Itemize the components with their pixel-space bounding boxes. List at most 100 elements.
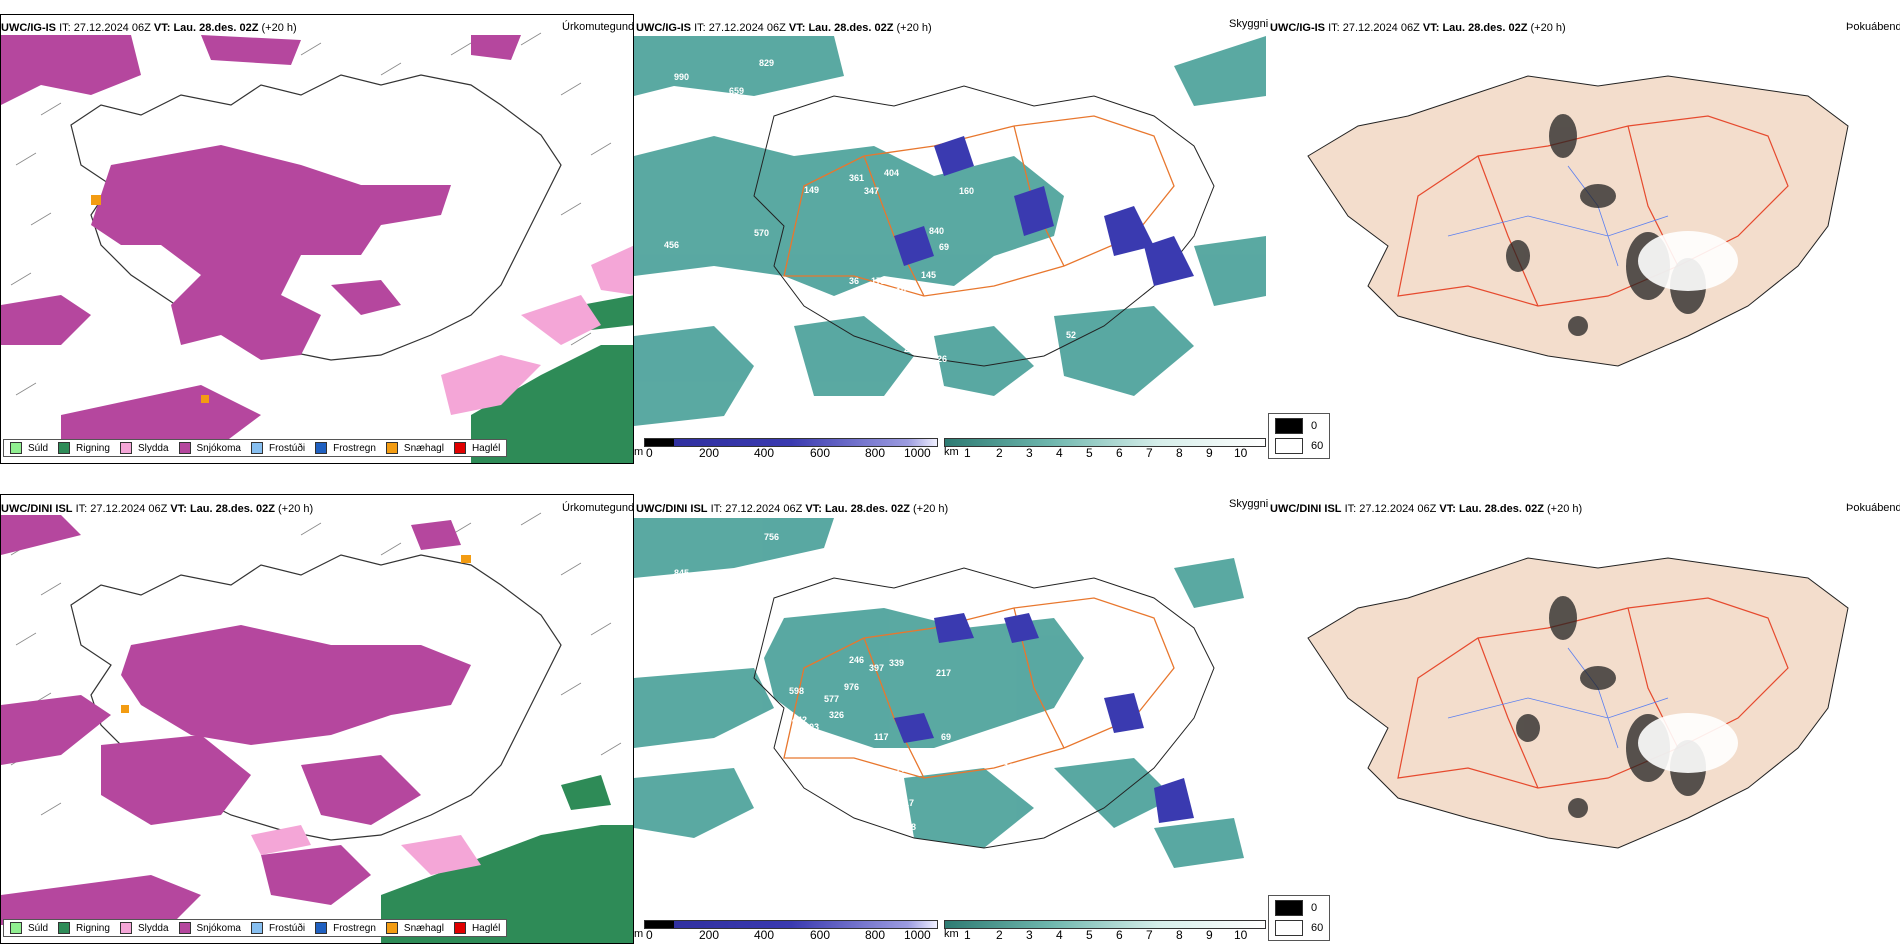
svg-text:172: 172 [871,276,886,286]
cloud-colorbar-gradient [644,438,938,447]
fog-legend-row2: 0 60 [1268,895,1331,941]
model-name: UWC/IG-IS [1270,22,1325,34]
panel-title-precip-row1: Úrkomutegund [562,21,635,33]
svg-text:404: 404 [884,168,899,178]
svg-text:15: 15 [1012,782,1022,792]
vis-colorbar-tick: 6 [1116,928,1123,942]
vt-value: Lau. 28.des. 02Z [808,22,894,34]
cloud-colorbar-tick: 200 [699,446,720,460]
fog-map-row1 [1268,36,1900,456]
cloud-colorbar-tick: 400 [754,446,775,460]
legend-swatch [119,922,132,934]
legend-label: Súld [28,442,49,454]
vt-label: VT: [805,503,822,515]
fog-map-svg-row2 [1268,518,1900,938]
legend-item: Snjókoma [178,442,241,454]
svg-text:69: 69 [941,732,951,742]
it-label: IT: [59,22,71,34]
legend-label: Rigning [76,922,110,934]
svg-text:36: 36 [849,276,859,286]
svg-text:77: 77 [896,764,906,774]
cloud-base-map-svg-row1: 990 829 659 361 347 404 160 149 570 840 … [634,36,1266,436]
svg-text:303: 303 [804,722,819,732]
legend-item: Frostregn [315,922,376,934]
vis-colorbar-tick: 1 [964,928,971,942]
it-label: IT: [1344,503,1357,515]
svg-text:69: 69 [939,242,949,252]
svg-text:541: 541 [882,806,897,816]
cloud-colorbar-gradient [644,920,938,929]
vt-value: Lau. 28.des. 02Z [824,503,910,515]
vis-colorbar-gradient [944,920,1266,929]
cloud-colorbar-tick: 600 [810,928,831,942]
panel-header-row2-c: UWC/DINI ISL IT: 27.12.2024 06Z VT: Lau.… [1270,502,1582,516]
svg-text:598: 598 [789,686,804,696]
legend-label: Súld [28,922,49,934]
legend-item: Súld [10,922,48,934]
legend-swatch [453,442,466,454]
model-name: UWC/DINI ISL [1,503,73,515]
cloud-base-map-svg-row2: 756 845 246 397 339 217 598 577 976 442 … [634,518,1266,918]
legend-swatch [385,922,398,934]
model-name: UWC/IG-IS [636,22,691,34]
svg-text:149: 149 [804,185,819,195]
it-label: IT: [694,22,706,34]
svg-text:17: 17 [904,798,914,808]
panel-title-precip-row2: Úrkomutegund [562,502,635,514]
sleet-areas [441,245,633,415]
legend-swatch [250,922,263,934]
low-cloud-areas [894,136,1194,286]
svg-text:990: 990 [674,72,689,82]
cloud-colorbar-tick: 1000 [904,446,931,460]
legend-swatch [385,442,398,454]
fog-legend-swatch [1275,438,1303,454]
vt-value: Lau. 28.des. 02Z [189,503,275,515]
legend-label: Slydda [137,442,169,454]
vis-colorbar-unit: km [944,446,959,458]
fog-legend-label: 60 [1311,922,1324,934]
cloud-base-map-row2: 756 845 246 397 339 217 598 577 976 442 … [634,518,1266,918]
cloud-colorbar-tick: 800 [865,446,886,460]
legend-label: Frostregn [333,442,376,454]
fog-legend-high: 0 [1275,418,1323,434]
vis-colorbar-tick: 4 [1056,928,1063,942]
cloud-colorbar-tick: 800 [865,928,886,942]
svg-text:175: 175 [904,386,919,396]
cloud-colorbar-unit: m [634,446,644,458]
svg-text:397: 397 [869,663,884,673]
precip-type-map-row1: Súld Rigning Slydda Snjókoma Frostúði Fr… [0,14,634,464]
teal-areas [634,518,1244,868]
vis-colorbar-tick: 1 [964,446,971,460]
legend-label: Frostúði [268,922,306,934]
svg-text:264: 264 [904,344,919,354]
svg-text:10: 10 [909,368,919,378]
cloud-colorbar-tick: 400 [754,928,775,942]
svg-text:289: 289 [989,735,1004,745]
vis-colorbar-unit: km [944,928,959,940]
svg-text:347: 347 [864,186,879,196]
legend-swatch [10,922,22,934]
legend-item: Haglél [453,442,500,454]
svg-text:115: 115 [936,868,951,878]
legend-label: Frostregn [333,922,376,934]
lead-time: (+20 h) [1547,503,1583,515]
vis-colorbar-row1: km 1 2 3 4 5 6 7 8 9 10 [944,438,1266,460]
svg-text:976: 976 [844,682,859,692]
vis-colorbar-tick: 3 [1026,928,1033,942]
fog-legend-swatch [1275,920,1303,936]
model-name: UWC/IG-IS [1,22,56,34]
svg-text:361: 361 [849,173,864,183]
cloud-colorbar-tick: 200 [699,928,720,942]
svg-text:339: 339 [889,658,904,668]
legend-item: Snæhagl [385,442,444,454]
vis-colorbar-tick: 8 [1176,928,1183,942]
fog-map-row2 [1268,518,1900,938]
vis-colorbar-tick: 3 [1026,446,1033,460]
model-name: UWC/DINI ISL [636,503,708,515]
fog-map-svg-row1 [1268,36,1900,456]
precip-type-map-svg-row1 [1,15,633,463]
legend-swatch [58,442,71,454]
legend-swatch [250,442,263,454]
teal-areas [634,36,1266,426]
vt-value: Lau. 28.des. 02Z [1442,22,1528,34]
